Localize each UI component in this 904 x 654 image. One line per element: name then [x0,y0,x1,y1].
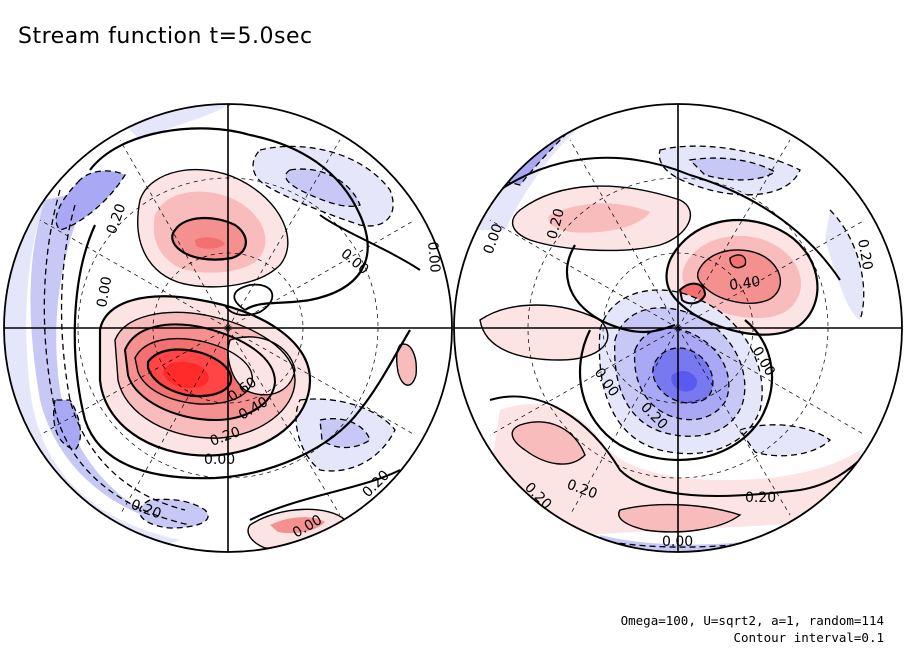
figure-title: Stream function t=5.0sec [18,24,313,49]
right-hemisphere-boundary [453,103,903,553]
left-label-4: 0.00 [424,241,443,273]
left-hemisphere-boundary [3,103,453,553]
left-label-8: 0.00 [204,452,235,468]
left-label-2: 0.00 [94,275,115,308]
right-label-2: 0.20 [544,207,568,241]
left-hemisphere [4,104,452,552]
right-hemisphere [454,104,902,552]
left-negative-outer-band [4,104,180,552]
right-label-9: 0.20 [745,490,776,506]
contour-interval-line: Contour interval=0.1 [733,630,884,645]
right-label-11: 0.00 [662,534,693,550]
parameters-line: Omega=100, U=sqrt2, a=1, random=114 [620,613,884,628]
right-label-4: 0.20 [854,238,875,271]
right-label-3: 0.40 [728,274,761,294]
parameters-note: Omega=100, U=sqrt2, a=1, random=114 Cont… [621,612,884,646]
